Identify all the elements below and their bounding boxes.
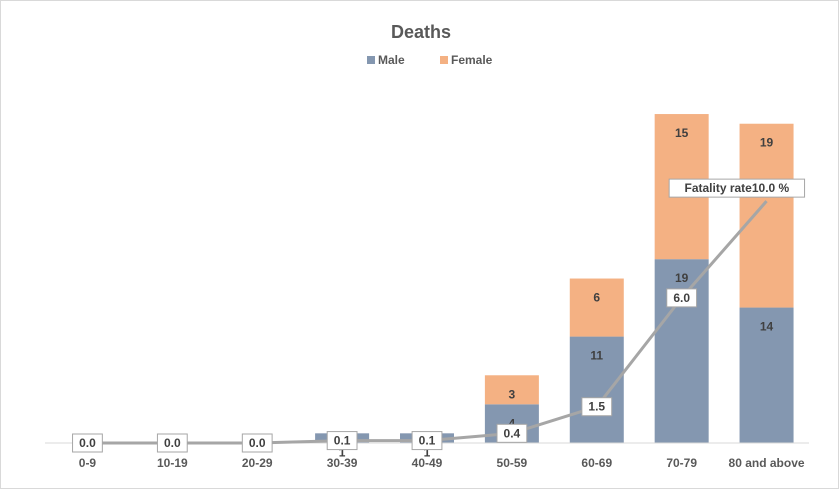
line-label-box-8 bbox=[668, 178, 806, 198]
line-label-0: 0.0 bbox=[79, 436, 96, 450]
x-tick-label-2: 20-29 bbox=[242, 456, 273, 470]
line-label-3: 0.1 bbox=[334, 434, 351, 448]
legend-swatch-female bbox=[440, 56, 448, 64]
bar-female-6 bbox=[569, 278, 624, 337]
line-label-box-0 bbox=[72, 433, 103, 453]
legend-label-female: Female bbox=[451, 53, 493, 67]
line-label-box-5 bbox=[496, 423, 528, 443]
line-label-2: 0.0 bbox=[249, 436, 266, 450]
x-tick-label-5: 50-59 bbox=[497, 456, 528, 470]
x-tick-label-6: 60-69 bbox=[581, 456, 612, 470]
bar-label-female-6: 6 bbox=[593, 291, 600, 305]
bar-label-female-5: 3 bbox=[509, 387, 516, 401]
line-label-4: 0.1 bbox=[419, 434, 436, 448]
x-tick-label-7: 70-79 bbox=[666, 456, 697, 470]
line-label-5: 0.4 bbox=[504, 426, 521, 440]
bar-female-5 bbox=[484, 375, 539, 405]
line-label-1: 0.0 bbox=[164, 436, 181, 450]
x-tick-label-0: 0-9 bbox=[79, 456, 97, 470]
x-tick-label-3: 30-39 bbox=[327, 456, 358, 470]
x-tick-label-1: 10-19 bbox=[157, 456, 188, 470]
line-label-box-7 bbox=[666, 288, 698, 308]
line-label-box-2 bbox=[241, 433, 273, 453]
bar-label-male-3: 1 bbox=[339, 445, 346, 459]
line-label-box-4 bbox=[411, 431, 443, 451]
bar-label-male-7: 19 bbox=[675, 271, 689, 285]
x-tick-label-8: 80 and above bbox=[729, 456, 805, 470]
x-tick-label-4: 40-49 bbox=[412, 456, 443, 470]
bar-label-female-8: 19 bbox=[760, 136, 774, 150]
line-label-box-6 bbox=[581, 397, 613, 417]
bar-label-female-7: 15 bbox=[675, 126, 689, 140]
bar-label-male-6: 11 bbox=[590, 349, 603, 363]
bar-male-7 bbox=[654, 259, 709, 443]
bar-label-male-8: 14 bbox=[760, 320, 774, 334]
x-axis-tick-labels: 0-9 10-19 20-29 30-39 40-49 50-59 60-69 70-79 80… bbox=[79, 456, 805, 470]
bar-label-male-4: 1 bbox=[424, 445, 431, 459]
fatality-rate-line: 0.0 0.0 0.0 0.1 0.1 0.4 1.5 6.0 Fatality rate10.… bbox=[72, 178, 806, 453]
line-label-7: 6.0 bbox=[673, 291, 690, 305]
legend-label-male: Male bbox=[378, 53, 405, 67]
bar-label-male-5: 4 bbox=[509, 416, 516, 430]
legend-swatch-male bbox=[367, 56, 375, 64]
line-label-6: 1.5 bbox=[588, 400, 605, 414]
bar-male-8 bbox=[739, 307, 794, 443]
line-label-box-1 bbox=[156, 433, 188, 453]
line-label-8: Fatality rate10.0 % bbox=[684, 181, 789, 195]
chart-title: Deaths bbox=[391, 22, 451, 42]
legend: Male Female bbox=[367, 53, 493, 67]
line-label-box-3 bbox=[326, 431, 358, 451]
bar-male-6 bbox=[569, 336, 624, 443]
bar-female-8 bbox=[739, 123, 794, 308]
